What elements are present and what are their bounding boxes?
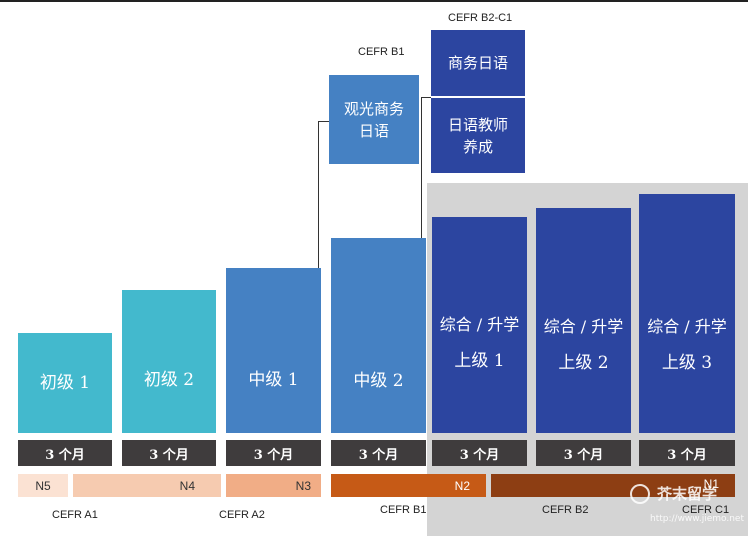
- level-block-advanced-2: 综合 / 升学 上级 2: [536, 208, 631, 433]
- top-b1-cefr-label: CEFR B1: [358, 46, 405, 58]
- duration-bar-7: 3 个月: [639, 440, 735, 466]
- watermark-url: http://www.jiemo.net: [650, 514, 744, 524]
- level-name: 初级 1: [39, 373, 91, 393]
- duration-bar-2: 3 个月: [122, 440, 216, 466]
- level-block-advanced-1: 综合 / 升学 上级 1: [432, 217, 527, 433]
- level-name: 中级 2: [353, 370, 404, 391]
- watermark-logo-icon: [630, 484, 650, 504]
- level-block-beginner-1: 初级 1: [18, 333, 112, 433]
- level-block-beginner-2: 初级 2: [122, 290, 216, 433]
- jlpt-bar-n1: N1: [491, 474, 735, 497]
- jlpt-bar-n5: N5: [18, 474, 68, 497]
- jlpt-bar-n4: N4: [73, 474, 221, 497]
- level-block-intermediate-1: 中级 1: [226, 268, 321, 433]
- duration-bar-5: 3 个月: [432, 440, 527, 466]
- cefr-label-b1: CEFR B1: [380, 504, 427, 516]
- track-subtitle: 综合 / 升学: [647, 316, 727, 336]
- cefr-label-a2: CEFR A2: [219, 509, 265, 521]
- cefr-label-c1: CEFR C1: [682, 504, 730, 516]
- jlpt-bar-n3: N3: [226, 474, 321, 497]
- duration-bar-1: 3 个月: [18, 440, 112, 466]
- watermark-text: 芥末留学: [657, 485, 718, 503]
- business-japanese-box: 商务日语: [431, 30, 525, 96]
- level-name: 上级 1: [454, 351, 505, 371]
- level-block-advanced-3: 综合 / 升学 上级 3: [639, 194, 735, 433]
- teacher-training-box: 日语教师 养成: [431, 98, 525, 173]
- jlpt-bar-n2: N2: [331, 474, 486, 497]
- level-name: 初级 2: [143, 369, 195, 390]
- cefr-label-a1: CEFR A1: [52, 509, 98, 521]
- top-b2c1-cefr-label: CEFR B2-C1: [448, 12, 513, 24]
- duration-bar-4: 3 个月: [331, 440, 426, 466]
- track-subtitle: 综合 / 升学: [543, 316, 624, 336]
- connector-b1-vertical: [318, 121, 319, 268]
- track-subtitle: 综合 / 升学: [439, 315, 520, 334]
- connector-b1-horizontal: [318, 121, 329, 122]
- duration-bar-3: 3 个月: [226, 440, 321, 466]
- tourism-business-japanese-box: 观光商务 日语: [329, 75, 419, 164]
- level-block-intermediate-2: 中级 2: [331, 238, 426, 433]
- top-border-line: [0, 0, 748, 2]
- duration-bar-6: 3 个月: [536, 440, 631, 466]
- level-name: 上级 2: [558, 352, 609, 373]
- cefr-label-b2: CEFR B2: [542, 504, 589, 516]
- connector-b2c1-vertical: [421, 97, 422, 238]
- connector-b2c1-horizontal: [421, 97, 431, 98]
- level-name: 上级 3: [661, 352, 713, 373]
- box-divider: [431, 96, 525, 98]
- level-name: 中级 1: [248, 369, 299, 390]
